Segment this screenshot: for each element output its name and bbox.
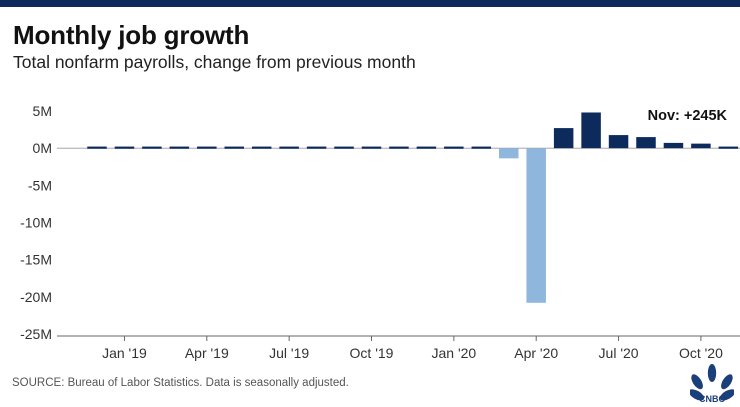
annotation-nov: Nov: +245K	[648, 108, 728, 124]
bar-may-19	[224, 146, 244, 149]
bar-oct-19	[361, 146, 382, 149]
bar-aug-20	[636, 137, 656, 149]
bars	[87, 112, 739, 303]
x-axis: Jan '19 Apr '19 Jul '19 Oct '19 Jan '20 Apr '…	[57, 335, 740, 361]
bar-mar-20	[499, 148, 519, 159]
bar-dec-18	[87, 146, 107, 149]
logo-text: CNBC	[699, 394, 725, 404]
y-axis: 5M 0M -5M -10M -15M -20M -25M	[20, 103, 740, 342]
job-growth-bar-chart: 5M 0M -5M -10M -15M -20M -25M Jan '19 Apr '19 Ju…	[20, 103, 740, 361]
y-tick-label: -15M	[20, 252, 52, 268]
y-tick-label: -10M	[20, 215, 52, 231]
bar-sep-19	[334, 146, 354, 149]
y-tick-label: 5M	[33, 103, 52, 119]
bar-feb-20	[471, 146, 492, 149]
x-tick-label: Jan '19	[102, 345, 147, 361]
chart-subtitle: Total nonfarm payrolls, change from prev…	[13, 52, 416, 72]
bar-nov-20	[718, 146, 739, 149]
y-tick-label: -25M	[20, 326, 52, 342]
x-tick-label: Oct '19	[350, 345, 394, 361]
cnbc-logo: CNBC	[690, 364, 734, 404]
bar-jul-19	[279, 146, 299, 149]
bar-aug-19	[306, 146, 327, 149]
x-tick-label: Jul '20	[599, 345, 639, 361]
bar-nov-19	[389, 146, 409, 149]
y-tick-label: 0M	[33, 140, 52, 156]
x-tick-label: Apr '19	[185, 345, 229, 361]
bar-apr-20	[526, 148, 546, 303]
bar-jan-20	[444, 146, 464, 149]
x-tick-label: Jul '19	[269, 345, 309, 361]
bar-feb-19	[142, 146, 162, 149]
bar-dec-19	[416, 146, 437, 149]
y-tick-label: -5M	[28, 177, 52, 193]
bar-apr-19	[197, 146, 217, 149]
bar-oct-20	[691, 143, 711, 149]
x-tick-label: Oct '20	[679, 345, 723, 361]
y-tick-label: -20M	[20, 289, 52, 305]
top-accent-bar	[0, 0, 740, 7]
bar-jul-20	[608, 135, 629, 149]
x-tick-label: Apr '20	[514, 345, 558, 361]
source-note: SOURCE: Bureau of Labor Statistics. Data…	[12, 377, 349, 389]
chart-title: Monthly job growth	[13, 20, 250, 50]
bar-jun-19	[251, 146, 272, 149]
x-tick-label: Jan '20	[431, 345, 476, 361]
bar-may-20	[553, 128, 574, 149]
bar-jun-20	[581, 112, 601, 149]
bar-mar-19	[169, 146, 190, 149]
bar-jan-19	[114, 146, 135, 149]
peacock-icon	[690, 364, 734, 401]
bar-sep-20	[663, 142, 684, 149]
